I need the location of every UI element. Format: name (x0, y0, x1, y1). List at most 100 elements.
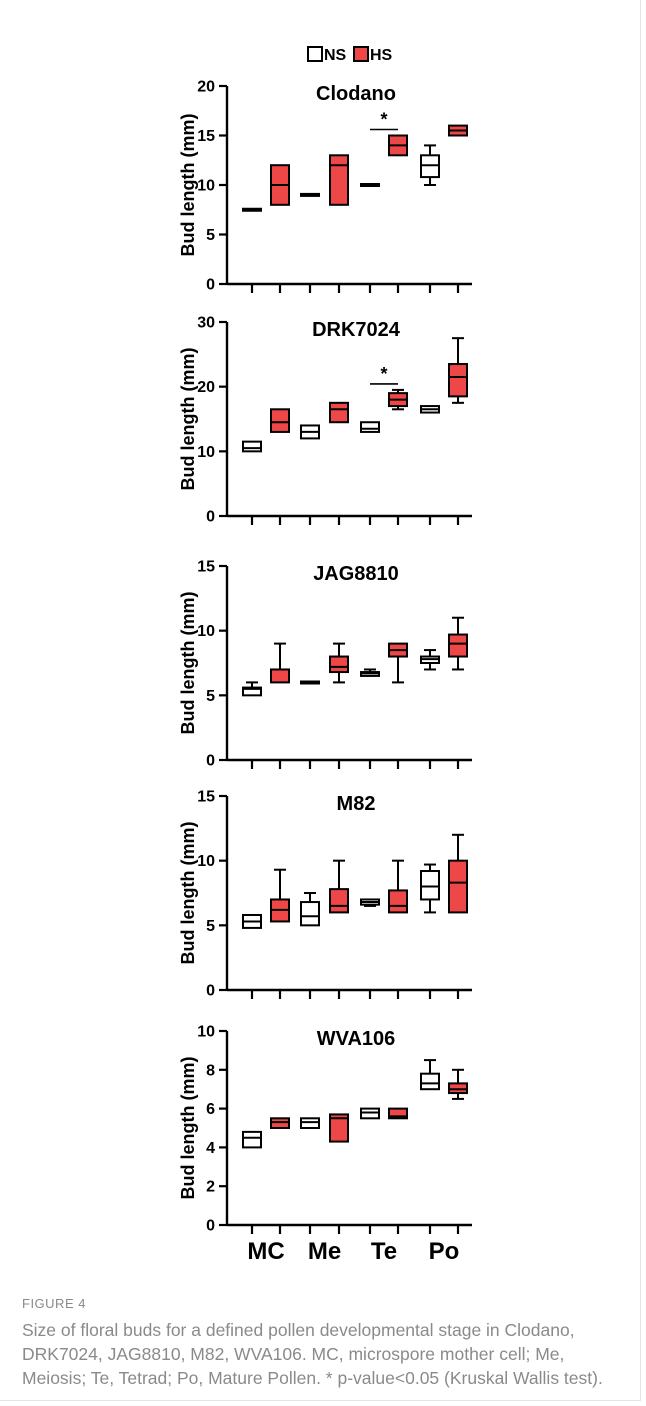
y-tick-label: 10 (197, 623, 215, 640)
box-body (329, 401, 349, 424)
box-te-ns (360, 898, 380, 907)
box-body (329, 888, 349, 914)
y-tick-label: 15 (197, 789, 215, 806)
box-te-hs (388, 388, 408, 411)
box-me-hs (329, 154, 349, 206)
box-me-ns (300, 680, 320, 685)
box-mc-ns (242, 1130, 262, 1149)
box-po-hs (448, 124, 468, 137)
box-te-ns (360, 1107, 380, 1120)
box-plot-panel-2: 0 5 10 15 Bud length (mm) JAG8810 (178, 559, 472, 770)
box-body (420, 870, 440, 901)
y-tick-label: 6 (206, 1101, 215, 1118)
box-te-hs (388, 859, 408, 914)
box-po-hs (448, 1068, 468, 1100)
box-me-hs (329, 859, 349, 914)
y-tick-label: 0 (206, 1218, 215, 1235)
y-tick-label: 2 (206, 1179, 215, 1196)
box-mc-hs (270, 1117, 290, 1130)
box-po-ns (420, 144, 440, 186)
y-tick-label: 20 (197, 379, 215, 396)
box-mc-ns (242, 913, 262, 929)
box-mc-hs (270, 868, 290, 923)
y-axis-label: Bud length (mm) (178, 592, 198, 735)
legend-swatch-hs (353, 46, 369, 62)
y-axis-label: Bud length (mm) (178, 114, 198, 257)
y-tick-label: 10 (197, 178, 215, 195)
box-te-ns (360, 668, 380, 677)
box-mc-ns (242, 681, 262, 697)
box-me-ns (300, 424, 320, 440)
y-tick-label: 10 (197, 1024, 215, 1041)
box-po-hs (448, 616, 468, 671)
y-tick-label: 0 (206, 509, 215, 526)
y-tick-label: 5 (206, 688, 215, 705)
box-po-ns (420, 863, 440, 914)
panel-title: JAG8810 (313, 563, 399, 585)
legend: NS HS (307, 46, 393, 64)
y-axis-label: Bud length (mm) (178, 348, 198, 491)
y-tick-label: 15 (197, 559, 215, 576)
legend-label-hs: HS (370, 47, 393, 64)
box-mc-ns (242, 440, 262, 453)
box-plot-panel-0: 0 5 10 15 20 Bud length (mm) Clodano * (178, 79, 472, 294)
box-me-ns (300, 192, 320, 197)
y-axis-label: Bud length (mm) (178, 822, 198, 965)
box-body (420, 1072, 440, 1091)
box-po-ns (420, 1059, 440, 1091)
y-tick-label: 30 (197, 315, 215, 332)
box-plot-panel-4: 0 2 4 6 8 10 Bud length (mm) WVA106 MC Me Te Po (178, 1024, 472, 1265)
box-body (329, 1113, 349, 1143)
box-po-hs (448, 337, 468, 404)
legend-swatch-ns (307, 46, 323, 62)
box-po-ns (420, 649, 440, 671)
box-body (388, 1107, 408, 1120)
box-me-ns (300, 1117, 320, 1130)
significance-asterisk: * (380, 110, 387, 130)
box-body (329, 154, 349, 206)
box-me-hs (329, 1113, 349, 1143)
box-me-hs (329, 401, 349, 424)
box-body (360, 421, 380, 433)
x-tick-label: MC (247, 1238, 284, 1265)
box-body (300, 901, 320, 927)
y-tick-label: 8 (206, 1062, 215, 1079)
y-tick-label: 5 (206, 918, 215, 935)
legend-label-ns: NS (324, 47, 347, 64)
panel-title: Clodano (316, 83, 396, 105)
y-tick-label: 4 (206, 1140, 215, 1157)
box-te-ns (360, 421, 380, 433)
y-tick-label: 10 (197, 444, 215, 461)
significance-asterisk: * (380, 364, 387, 384)
caption-label: FIGURE 4 (22, 1296, 86, 1311)
box-body (448, 633, 468, 658)
box-te-hs (388, 1107, 408, 1120)
box-po-ns (420, 405, 440, 414)
box-te-hs (388, 642, 408, 684)
box-mc-ns (242, 207, 262, 212)
box-body (242, 440, 262, 453)
y-tick-label: 0 (206, 983, 215, 1000)
box-mc-hs (270, 642, 290, 684)
panel-title: DRK7024 (312, 319, 401, 341)
x-tick-label: Me (308, 1238, 341, 1265)
box-body (242, 1130, 262, 1149)
panel-title: WVA106 (317, 1028, 396, 1050)
box-body (242, 686, 262, 697)
caption-text: Size of floral buds for a defined pollen… (22, 1320, 603, 1388)
y-tick-label: 0 (206, 277, 215, 294)
x-tick-label: Po (429, 1238, 460, 1265)
figure-caption: FIGURE 4 Size of floral buds for a defin… (22, 1296, 622, 1390)
box-plot-panel-1: 0 10 20 30 Bud length (mm) DRK7024 * (178, 315, 472, 526)
box-me-hs (329, 642, 349, 684)
y-tick-label: 15 (197, 128, 215, 145)
y-tick-label: 20 (197, 79, 215, 96)
box-mc-hs (270, 408, 290, 433)
box-po-hs (448, 833, 468, 914)
box-te-hs (388, 134, 408, 157)
box-mc-hs (270, 164, 290, 206)
panel-title: M82 (337, 793, 376, 815)
box-plot-panel-3: 0 5 10 15 Bud length (mm) M82 (178, 789, 472, 1000)
